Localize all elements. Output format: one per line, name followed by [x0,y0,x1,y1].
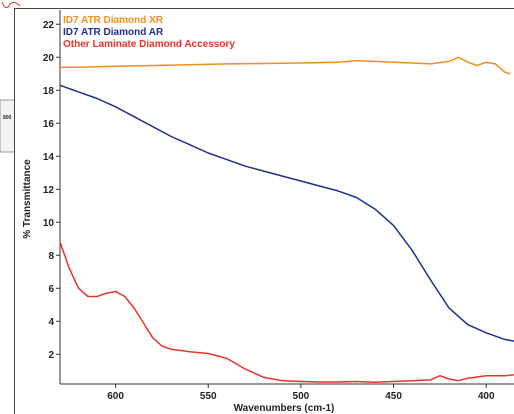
series-line-2 [59,84,514,342]
y-tick-label: 22 [43,20,55,31]
x-tick-label: 550 [200,391,217,402]
series-line-3 [59,241,514,384]
y-tick-label: 18 [43,86,55,97]
chart-panel: 2 4 6 8 10 12 14 16 18 20 22 600 550 500 450 400 ID7 A… [14,8,514,414]
x-tick-label: 600 [107,391,124,402]
y-axis-title: % Transmittance [22,159,33,239]
x-tick-label: 400 [478,391,495,402]
legend-entry-3: Other Laminate Diamond Accessory [63,39,235,50]
legend-entry-2: ID7 ATR Diamond AR [63,27,164,38]
y-axis: 2 4 6 8 10 12 14 16 18 20 22 [43,20,60,361]
x-axis-title: Wavenumbers (cm-1) [234,403,335,414]
y-tick-label: 12 [43,185,55,196]
y-tick-label: 10 [43,218,55,229]
legend-entry-1: ID7 ATR Diamond XR [63,15,164,26]
x-tick-label: 500 [293,391,310,402]
y-tick-label: 2 [48,350,54,361]
background-window-label: 800 [3,115,12,121]
y-tick-label: 14 [43,152,55,163]
spectrum-chart: 2 4 6 8 10 12 14 16 18 20 22 600 550 500 450 400 ID7 A… [22,10,514,414]
series-line-1 [60,56,511,75]
y-tick-label: 8 [48,251,54,262]
y-tick-label: 16 [43,119,55,130]
y-tick-label: 20 [43,53,55,64]
series-layer [59,56,514,384]
x-axis: 600 550 500 450 400 [107,384,495,402]
background-red-curve [1,1,21,8]
y-tick-label: 6 [48,284,54,295]
y-tick-label: 4 [48,317,54,328]
x-tick-label: 450 [385,391,402,402]
